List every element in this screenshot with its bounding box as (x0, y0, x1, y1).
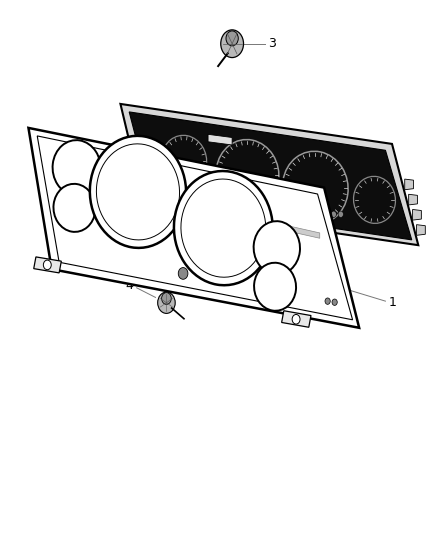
Circle shape (331, 211, 336, 217)
Circle shape (332, 299, 337, 305)
Ellipse shape (174, 171, 273, 285)
Polygon shape (413, 209, 421, 220)
Polygon shape (409, 195, 417, 205)
Polygon shape (417, 225, 425, 236)
Circle shape (325, 298, 330, 304)
Circle shape (43, 260, 51, 270)
Circle shape (178, 268, 188, 279)
Ellipse shape (181, 179, 266, 277)
Polygon shape (127, 173, 136, 183)
Polygon shape (282, 311, 311, 327)
Circle shape (162, 293, 171, 304)
Ellipse shape (254, 263, 296, 311)
Text: 1: 1 (389, 296, 397, 309)
Circle shape (226, 31, 238, 46)
Ellipse shape (254, 221, 300, 274)
Ellipse shape (353, 176, 396, 223)
Text: 3: 3 (268, 37, 276, 50)
Circle shape (222, 200, 227, 206)
Circle shape (158, 292, 175, 313)
Ellipse shape (283, 151, 348, 224)
Polygon shape (118, 188, 320, 238)
Ellipse shape (90, 136, 186, 248)
Ellipse shape (53, 140, 101, 196)
Polygon shape (37, 136, 353, 320)
Circle shape (221, 30, 244, 58)
Polygon shape (129, 112, 412, 240)
Ellipse shape (161, 135, 207, 187)
Ellipse shape (96, 144, 180, 240)
Circle shape (230, 200, 235, 206)
Ellipse shape (53, 184, 95, 232)
Polygon shape (221, 190, 241, 201)
Polygon shape (28, 128, 359, 328)
Ellipse shape (216, 140, 279, 210)
Polygon shape (34, 257, 61, 273)
Polygon shape (130, 185, 139, 196)
Text: 2: 2 (40, 197, 48, 210)
Polygon shape (121, 148, 130, 159)
Circle shape (292, 314, 300, 324)
Text: 4: 4 (126, 279, 134, 292)
Circle shape (338, 211, 343, 217)
Polygon shape (120, 104, 418, 245)
Polygon shape (208, 134, 232, 145)
Polygon shape (124, 160, 133, 171)
Polygon shape (405, 179, 413, 190)
